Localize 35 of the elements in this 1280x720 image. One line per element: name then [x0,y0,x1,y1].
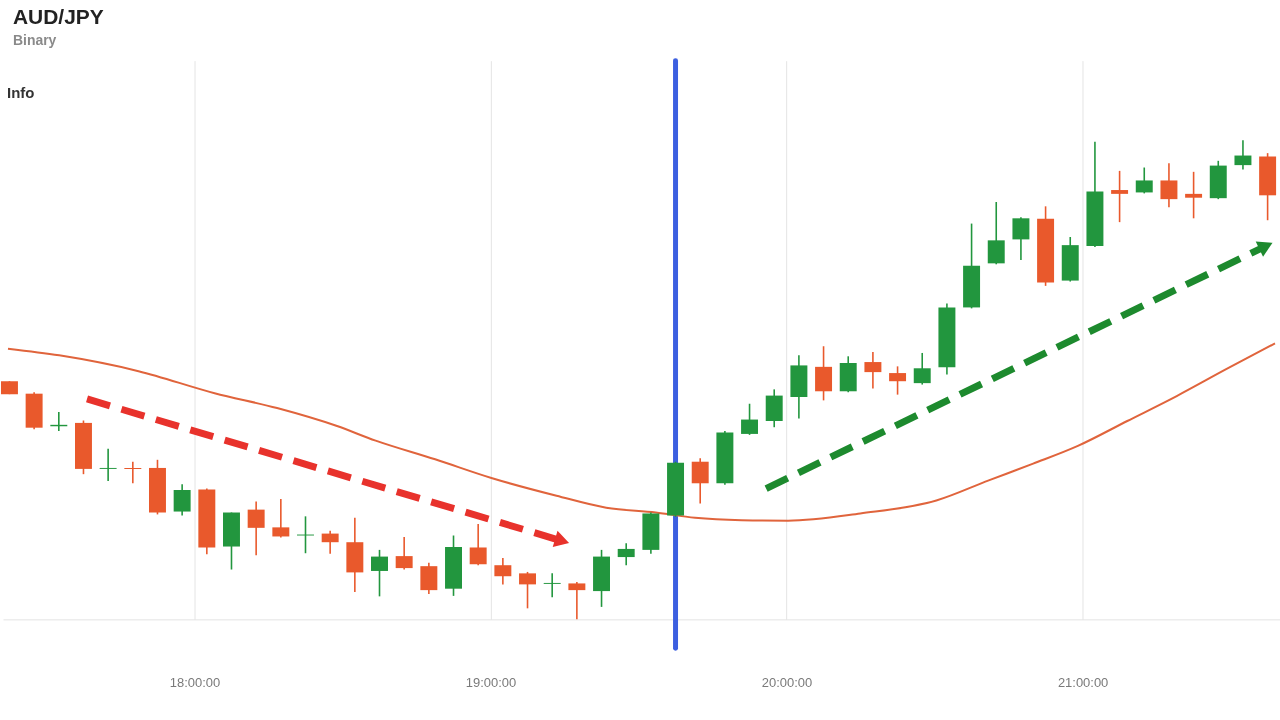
candlestick [741,402,759,436]
candlestick [395,536,413,571]
candlestick [519,571,536,610]
candlestick [568,581,586,621]
candlestick [1160,162,1178,209]
candlestick [913,352,931,386]
candlestick [1012,216,1030,261]
candlestick [543,572,561,599]
candlestick [1135,166,1153,195]
candlestick [297,515,314,555]
candlestick [321,529,339,555]
candlestick [691,457,709,505]
x-tick-label: 18:00:00 [169,674,221,690]
candlestick [617,542,635,567]
candlestick [420,562,438,595]
candlestick [371,549,388,598]
candlestick [864,351,882,390]
candlestick [173,483,191,517]
candlestick [889,365,907,396]
candlestick [124,460,142,485]
candlestick [1234,139,1252,171]
candlestick [987,201,1005,266]
candlestick [1185,171,1203,220]
chart-title: AUD/JPY [12,5,104,29]
x-tick-label: 20:00:00 [761,674,813,690]
candlestick [99,447,117,482]
candlestick [1111,170,1129,223]
candlestick [247,500,265,556]
x-tick-label: 21:00:00 [1057,674,1109,690]
text: Info [6,83,35,101]
candlestick [494,557,512,586]
candlestick [469,523,487,567]
candlestick [272,498,290,539]
x-tick-label: 19:00:00 [465,674,517,690]
chart-subtitle: Binary [12,32,57,49]
